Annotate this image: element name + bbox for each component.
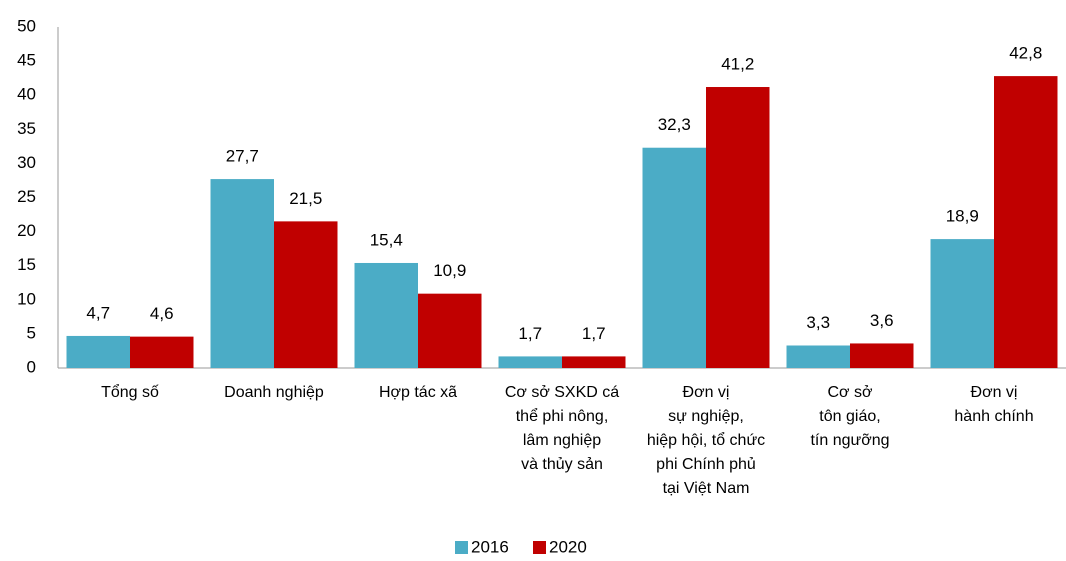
value-label: 10,9 — [433, 261, 466, 280]
legend-swatch — [455, 541, 468, 554]
bar — [930, 239, 994, 368]
legend-swatch — [533, 541, 546, 554]
value-label: 41,2 — [721, 55, 754, 74]
x-tick-label: thể phi nông, — [516, 407, 609, 425]
value-label: 18,9 — [946, 207, 979, 226]
bar — [562, 356, 626, 368]
value-label: 3,3 — [806, 313, 830, 332]
value-label: 3,6 — [870, 311, 894, 330]
bar — [354, 262, 418, 368]
x-tick-label: Doanh nghiệp — [224, 384, 324, 401]
value-label: 21,5 — [289, 189, 322, 208]
value-label: 4,7 — [86, 303, 110, 322]
y-tick-label: 20 — [17, 221, 36, 240]
x-tick-label: Cơ sở SXKD cá — [505, 384, 619, 401]
bar — [642, 147, 706, 368]
bar — [850, 343, 914, 368]
y-tick-label: 40 — [17, 85, 36, 104]
bar — [418, 293, 482, 368]
x-tick-label: hiệp hội, tổ chức — [647, 431, 765, 449]
y-tick-label: 30 — [17, 153, 36, 172]
bar — [130, 336, 194, 368]
x-tick-label: Đơn vị — [971, 384, 1018, 401]
bar — [210, 179, 274, 368]
x-tick-label: hành chính — [954, 408, 1033, 425]
x-tick-label: Tổng số — [101, 383, 159, 401]
x-tick-label: sự nghiệp, — [668, 408, 744, 425]
y-tick-label: 35 — [17, 119, 36, 138]
x-tick-label: phi Chính phủ — [656, 456, 756, 473]
value-label: 4,6 — [150, 304, 174, 323]
y-tick-label: 25 — [17, 187, 36, 206]
x-tick-label: tôn giáo, — [819, 408, 880, 425]
y-tick-label: 0 — [27, 357, 36, 376]
y-tick-label: 10 — [17, 289, 36, 308]
value-label: 42,8 — [1009, 44, 1042, 63]
x-tick-label: Hợp tác xã — [379, 384, 457, 401]
bar — [706, 87, 770, 369]
bar — [274, 221, 338, 368]
value-label: 32,3 — [658, 115, 691, 134]
x-tick-label: tại Việt Nam — [663, 480, 750, 497]
y-tick-label: 50 — [17, 16, 36, 35]
legend-label: 2020 — [549, 537, 587, 556]
x-tick-label: tín ngưỡng — [810, 432, 889, 449]
x-tick-label: lâm nghiệp — [523, 432, 601, 449]
bar — [66, 335, 130, 368]
x-tick-label: và thủy sản — [521, 456, 603, 473]
bar — [498, 356, 562, 368]
x-tick-label: Đơn vị — [683, 384, 730, 401]
bar — [786, 345, 850, 368]
value-label: 1,7 — [582, 324, 606, 343]
y-tick-label: 45 — [17, 51, 36, 70]
y-tick-label: 5 — [27, 323, 36, 342]
bar — [994, 76, 1058, 368]
value-label: 27,7 — [226, 147, 259, 166]
value-label: 15,4 — [370, 230, 403, 249]
value-label: 1,7 — [518, 324, 542, 343]
x-tick-label: Cơ sở — [828, 384, 873, 401]
y-tick-label: 15 — [17, 255, 36, 274]
legend-label: 2016 — [471, 537, 509, 556]
